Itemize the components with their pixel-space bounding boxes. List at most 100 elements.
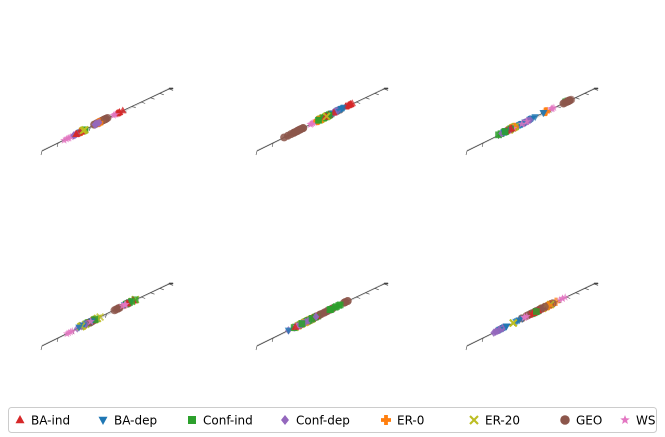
x-tick (481, 142, 484, 148)
legend-item-er-20: ER-20 (469, 414, 520, 428)
point-ws (561, 293, 570, 301)
point-geo (295, 125, 304, 134)
legend-label-ba-ind: BA-ind (31, 414, 70, 428)
y-tick (365, 292, 370, 295)
x-tick (40, 150, 43, 156)
point-conf-ind (326, 306, 334, 314)
legend-item-geo: GEO (560, 414, 602, 428)
point-ba-ind (291, 322, 299, 330)
point-ba-ind (72, 130, 80, 137)
point-conf-ind (128, 298, 136, 305)
legend-frame (8, 407, 657, 433)
y-tick (575, 97, 580, 100)
point-ws (555, 295, 564, 304)
point-ws (558, 294, 567, 302)
point-ws (517, 119, 526, 128)
point-ba-dep (79, 322, 88, 330)
legend-label-er-20: ER-20 (485, 414, 520, 428)
x-tick (465, 345, 468, 351)
x-tick (465, 150, 468, 156)
point-ba-ind (345, 100, 354, 108)
y-tick (141, 101, 146, 104)
legend-label-conf-ind: Conf-ind (203, 414, 253, 428)
y-tick (131, 106, 137, 109)
point-ba-dep (502, 323, 511, 331)
panel-2 (255, 87, 389, 156)
legend-marker-ws (620, 415, 630, 425)
legend-marker-geo (560, 415, 570, 425)
x-tick (56, 337, 59, 343)
point-conf-dep (302, 317, 309, 327)
legend-marker-ba-dep (98, 416, 108, 425)
y-tick (356, 101, 361, 104)
y-tick (141, 296, 146, 299)
y-tick (159, 288, 164, 291)
legend-item-ba-ind: BA-ind (15, 414, 70, 428)
panel-1 (40, 87, 174, 156)
legend-label-ws: WS (636, 414, 655, 428)
panel-5 (255, 282, 389, 351)
legend-marker-ba-ind (15, 415, 25, 424)
legend-item-conf-ind: Conf-ind (188, 414, 253, 428)
points (284, 297, 352, 335)
point-conf-dep (312, 312, 320, 321)
y-tick (150, 97, 155, 100)
legend-marker-er-20 (469, 415, 479, 425)
point-geo (540, 302, 549, 311)
y-tick (168, 283, 174, 286)
point-conf-ind (298, 320, 306, 328)
y-axis (122, 88, 170, 112)
y-tick (374, 288, 379, 291)
points (495, 95, 576, 139)
y-tick (584, 93, 589, 96)
point-ba-dep (75, 324, 83, 332)
point-conf-ind (335, 302, 343, 309)
point-ba-dep (539, 110, 547, 118)
x-tick (40, 345, 43, 351)
point-geo (559, 99, 568, 108)
y-tick (584, 288, 589, 291)
legend: BA-ind BA-dep Conf-ind Conf-dep ER-0 ER-20 GEO… (8, 407, 657, 433)
legend-item-er-0: ER-0 (381, 414, 424, 428)
x-tick (255, 345, 258, 351)
ticks (40, 87, 174, 156)
legend-marker-conf-ind (188, 416, 196, 424)
point-ws (66, 327, 75, 336)
y-tick (150, 292, 155, 295)
legend-item-ba-dep: BA-dep (98, 414, 157, 428)
point-geo (280, 133, 289, 142)
x-tick (105, 313, 107, 318)
ticks (40, 282, 174, 351)
point-conf-dep (95, 118, 103, 127)
points (490, 293, 570, 337)
point-ws (60, 136, 69, 144)
panel-6 (465, 282, 599, 351)
x-tick (271, 142, 274, 148)
point-ws (522, 117, 531, 126)
point-ws (547, 104, 556, 113)
y-tick (159, 93, 164, 96)
point-ba-ind (118, 106, 127, 114)
point-er-20 (509, 319, 518, 328)
y-tick (383, 283, 389, 286)
x-tick (481, 337, 484, 343)
y-tick (374, 93, 379, 96)
point-conf-dep (498, 129, 505, 138)
y-tick (383, 88, 389, 91)
point-ws (65, 133, 74, 142)
point-ws (109, 111, 118, 119)
point-er-20 (322, 112, 331, 121)
point-ws (64, 328, 73, 337)
legend-marker-er-0 (381, 415, 391, 425)
y-tick (593, 88, 599, 91)
legend-marker-conf-dep (281, 415, 289, 425)
point-geo (110, 306, 119, 315)
points (280, 99, 357, 142)
x-tick (56, 142, 59, 148)
y-tick (593, 283, 599, 286)
x-tick (255, 150, 258, 156)
point-ws (66, 132, 75, 141)
point-ws (62, 329, 71, 338)
points (60, 106, 127, 144)
